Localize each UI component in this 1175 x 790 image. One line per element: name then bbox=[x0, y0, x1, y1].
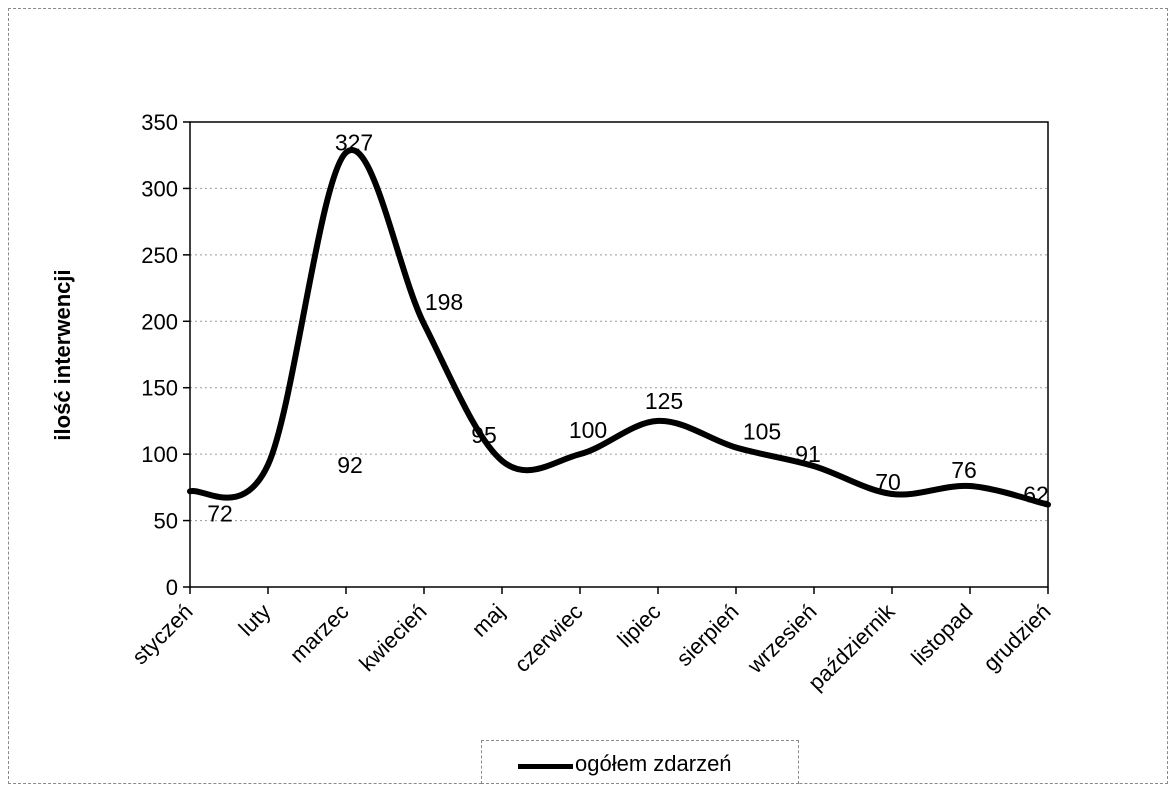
x-axis: styczeń luty marzec kwiecień maj czerwiec lipi… bbox=[127, 587, 1056, 695]
y-tick-label: 0 bbox=[166, 575, 178, 600]
data-label: 76 bbox=[951, 457, 977, 483]
legend: ogółem zdarzeń bbox=[481, 740, 799, 784]
data-label: 92 bbox=[337, 452, 363, 478]
data-label: 91 bbox=[795, 441, 821, 467]
x-category-label: lipiec bbox=[612, 599, 665, 652]
data-label: 125 bbox=[645, 388, 683, 414]
data-label: 62 bbox=[1023, 482, 1049, 508]
x-category-label: luty bbox=[234, 599, 276, 641]
x-category-label: listopad bbox=[906, 599, 977, 670]
y-tick-label: 200 bbox=[141, 309, 178, 334]
data-label: 198 bbox=[425, 289, 463, 315]
y-tick-label: 350 bbox=[141, 110, 178, 135]
gridlines bbox=[190, 187, 1048, 522]
y-tick-label: 50 bbox=[154, 509, 178, 534]
data-label: 72 bbox=[207, 500, 233, 526]
plot-area-border bbox=[189, 121, 1049, 588]
data-label: 95 bbox=[471, 422, 497, 448]
x-category-label: grudzień bbox=[978, 599, 1055, 676]
x-category-label: marzec bbox=[285, 599, 354, 668]
x-category-label: październik bbox=[803, 598, 900, 695]
x-category-label: styczeń bbox=[127, 599, 197, 669]
data-label: 100 bbox=[569, 417, 607, 443]
y-tick-label: 100 bbox=[141, 442, 178, 467]
x-category-label: wrzesień bbox=[742, 599, 822, 679]
data-label: 70 bbox=[875, 469, 901, 495]
data-labels: 72 92 327 198 95 100 125 105 91 70 76 62 bbox=[207, 130, 1049, 527]
series-line-ogolem-zdarzen bbox=[187, 147, 1051, 508]
data-label: 105 bbox=[743, 419, 781, 445]
data-label: 327 bbox=[335, 130, 373, 156]
y-tick-label: 150 bbox=[141, 376, 178, 401]
y-axis-title: ilość interwencji bbox=[50, 269, 75, 440]
y-axis: 0 50 100 150 200 250 300 350 bbox=[141, 110, 190, 600]
x-category-label: maj bbox=[467, 599, 510, 642]
x-category-label: sierpień bbox=[671, 599, 743, 671]
x-category-label: czerwiec bbox=[509, 599, 587, 677]
y-tick-label: 300 bbox=[141, 176, 178, 201]
y-tick-label: 250 bbox=[141, 243, 178, 268]
x-category-label: kwiecień bbox=[354, 599, 431, 676]
legend-swatch-line bbox=[518, 764, 573, 769]
legend-label: ogółem zdarzeń bbox=[575, 751, 732, 776]
